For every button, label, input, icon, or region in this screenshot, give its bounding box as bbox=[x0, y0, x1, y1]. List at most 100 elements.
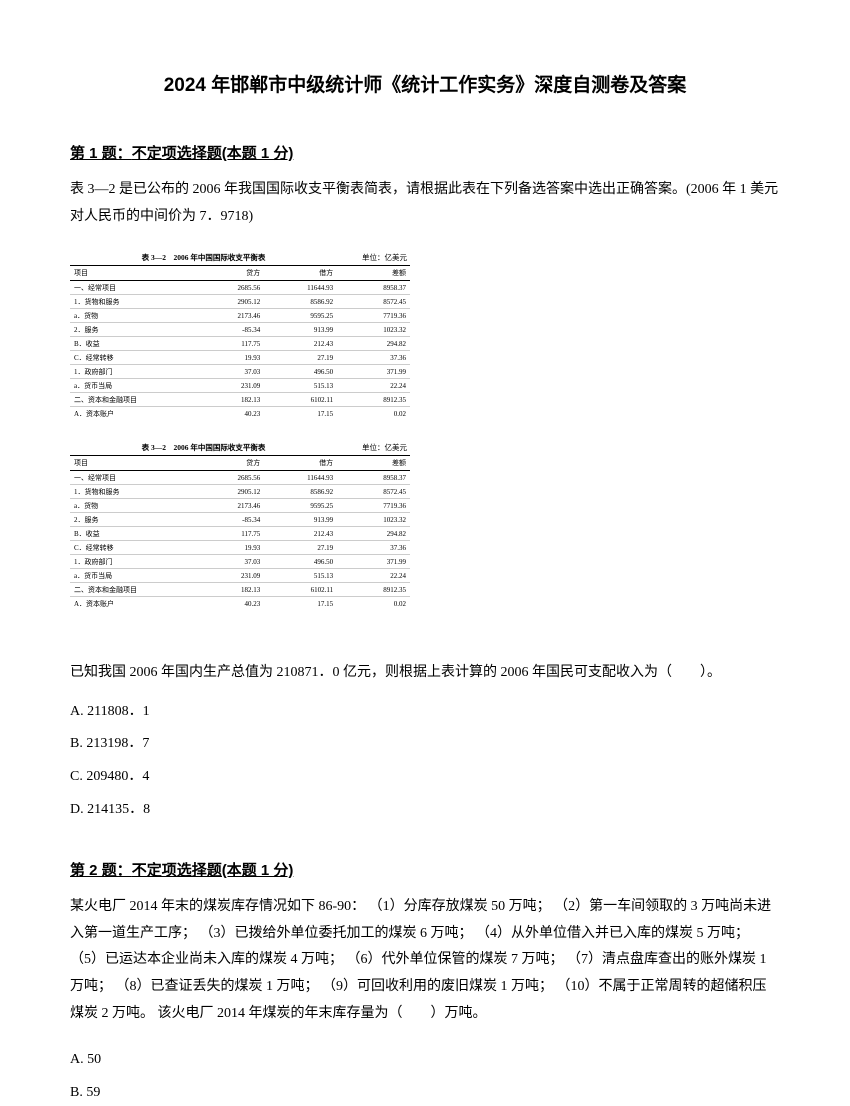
table-cell: 11644.93 bbox=[264, 281, 337, 295]
table-row: a．货物2173.469595.257719.36 bbox=[70, 499, 410, 513]
table-cell: 2905.12 bbox=[191, 295, 264, 309]
table-cell: 913.99 bbox=[264, 323, 337, 337]
table-cell: 294.82 bbox=[337, 337, 410, 351]
table-cell: 1023.32 bbox=[337, 323, 410, 337]
table1-h1: 贷方 bbox=[191, 266, 264, 281]
q1-prompt: 已知我国 2006 年国内生产总值为 210871．0 亿元，则根据上表计算的 … bbox=[70, 660, 780, 687]
table-cell: 27.19 bbox=[264, 351, 337, 365]
table-cell: 2．服务 bbox=[70, 323, 191, 337]
table-cell: 37.03 bbox=[191, 555, 264, 569]
q1-option-a: A. 211808．1 bbox=[70, 699, 780, 726]
table-cell: 1．政府部门 bbox=[70, 555, 191, 569]
q1-body: 表 3—2 是已公布的 2006 年我国国际收支平衡表简表，请根据此表在下列备选… bbox=[70, 177, 780, 230]
table-cell: 一、经常项目 bbox=[70, 281, 191, 295]
table-cell: 182.13 bbox=[191, 583, 264, 597]
table-cell: 1．货物和服务 bbox=[70, 295, 191, 309]
q2-body: 某火电厂 2014 年末的煤炭库存情况如下 86-90： （1）分库存放煤炭 5… bbox=[70, 894, 780, 1027]
table-cell: 二、资本和金融项目 bbox=[70, 583, 191, 597]
table2-h1: 贷方 bbox=[191, 456, 264, 471]
table-cell: 2685.56 bbox=[191, 471, 264, 485]
table-cell: 8586.92 bbox=[264, 295, 337, 309]
table-row: 1．政府部门37.03496.50371.99 bbox=[70, 365, 410, 379]
table-cell: 37.03 bbox=[191, 365, 264, 379]
table-cell: 0.02 bbox=[337, 407, 410, 421]
table-cell: 37.36 bbox=[337, 351, 410, 365]
table-cell: 6102.11 bbox=[264, 583, 337, 597]
page-title: 2024 年邯郸市中级统计师《统计工作实务》深度自测卷及答案 bbox=[70, 70, 780, 97]
q2-option-a: A. 50 bbox=[70, 1047, 780, 1074]
table-row: B．收益117.75212.43294.82 bbox=[70, 337, 410, 351]
table-cell: 17.15 bbox=[264, 407, 337, 421]
table-cell: 8572.45 bbox=[337, 485, 410, 499]
table-row: 二、资本和金融项目182.136102.118912.35 bbox=[70, 393, 410, 407]
table-cell: 231.09 bbox=[191, 569, 264, 583]
table2-title: 表 3—2 2006 年中国国际收支平衡表 bbox=[70, 440, 337, 456]
table-cell: C．经常转移 bbox=[70, 541, 191, 555]
table-cell: 27.19 bbox=[264, 541, 337, 555]
table1-h3: 差额 bbox=[337, 266, 410, 281]
table-row: 2．服务-85.34913.991023.32 bbox=[70, 323, 410, 337]
table-cell: 22.24 bbox=[337, 379, 410, 393]
table-cell: a．货物 bbox=[70, 309, 191, 323]
table-row: 2．服务-85.34913.991023.32 bbox=[70, 513, 410, 527]
table-cell: 515.13 bbox=[264, 569, 337, 583]
table-cell: 913.99 bbox=[264, 513, 337, 527]
table-cell: A．资本账户 bbox=[70, 407, 191, 421]
table-cell: B．收益 bbox=[70, 337, 191, 351]
table-row: C．经常转移19.9327.1937.36 bbox=[70, 351, 410, 365]
q1-header: 第 1 题：不定项选择题(本题 1 分) bbox=[70, 142, 780, 163]
table-cell: 2173.46 bbox=[191, 499, 264, 513]
table-cell: 2685.56 bbox=[191, 281, 264, 295]
table-cell: a．货物 bbox=[70, 499, 191, 513]
q2-option-b: B. 59 bbox=[70, 1080, 780, 1106]
table-cell: 8958.37 bbox=[337, 471, 410, 485]
table1-header-row: 项目 贷方 借方 差额 bbox=[70, 266, 410, 281]
table-cell: 19.93 bbox=[191, 351, 264, 365]
table-row: 1．政府部门37.03496.50371.99 bbox=[70, 555, 410, 569]
table-row: A．资本账户40.2317.150.02 bbox=[70, 597, 410, 611]
table-cell: 371.99 bbox=[337, 365, 410, 379]
table2-unit: 单位：亿美元 bbox=[337, 440, 410, 456]
table-row: 一、经常项目2685.5611644.938958.37 bbox=[70, 281, 410, 295]
table-row: 一、经常项目2685.5611644.938958.37 bbox=[70, 471, 410, 485]
table-cell: -85.34 bbox=[191, 513, 264, 527]
table-cell: 2173.46 bbox=[191, 309, 264, 323]
table1-h2: 借方 bbox=[264, 266, 337, 281]
table-cell: 8572.45 bbox=[337, 295, 410, 309]
table-cell: 2905.12 bbox=[191, 485, 264, 499]
table2-h3: 差额 bbox=[337, 456, 410, 471]
table-cell: 182.13 bbox=[191, 393, 264, 407]
table-cell: A．资本账户 bbox=[70, 597, 191, 611]
q2-header-prefix: 第 2 题： bbox=[70, 862, 132, 879]
table-cell: 1023.32 bbox=[337, 513, 410, 527]
table-row: 1．货物和服务2905.128586.928572.45 bbox=[70, 485, 410, 499]
table1-unit: 单位：亿美元 bbox=[337, 250, 410, 266]
q1-table-2: 表 3—2 2006 年中国国际收支平衡表 单位：亿美元 项目 贷方 借方 差额… bbox=[70, 440, 780, 610]
table1-h0: 项目 bbox=[70, 266, 191, 281]
table-cell: 二、资本和金融项目 bbox=[70, 393, 191, 407]
table-cell: 9595.25 bbox=[264, 309, 337, 323]
table-row: A．资本账户40.2317.150.02 bbox=[70, 407, 410, 421]
table-cell: 1．货物和服务 bbox=[70, 485, 191, 499]
table-cell: 8912.35 bbox=[337, 583, 410, 597]
table-cell: 8958.37 bbox=[337, 281, 410, 295]
table-cell: 371.99 bbox=[337, 555, 410, 569]
table-cell: 7719.36 bbox=[337, 309, 410, 323]
q1-header-prefix: 第 1 题： bbox=[70, 145, 132, 162]
table-cell: 17.15 bbox=[264, 597, 337, 611]
table-row: 二、资本和金融项目182.136102.118912.35 bbox=[70, 583, 410, 597]
table-cell: 1．政府部门 bbox=[70, 365, 191, 379]
table-cell: a．货币当局 bbox=[70, 569, 191, 583]
q1-header-type: 不定项选择题(本题 1 分) bbox=[132, 145, 294, 162]
table-cell: 231.09 bbox=[191, 379, 264, 393]
table-cell: 117.75 bbox=[191, 337, 264, 351]
table-row: C．经常转移19.9327.1937.36 bbox=[70, 541, 410, 555]
q1-option-b: B. 213198．7 bbox=[70, 731, 780, 758]
table2-h0: 项目 bbox=[70, 456, 191, 471]
table-cell: C．经常转移 bbox=[70, 351, 191, 365]
q2-header-type: 不定项选择题(本题 1 分) bbox=[132, 862, 294, 879]
q1-option-c: C. 209480．4 bbox=[70, 764, 780, 791]
table-cell: 9595.25 bbox=[264, 499, 337, 513]
q1-table-1: 表 3—2 2006 年中国国际收支平衡表 单位：亿美元 项目 贷方 借方 差额… bbox=[70, 250, 780, 420]
table1-title: 表 3—2 2006 年中国国际收支平衡表 bbox=[70, 250, 337, 266]
